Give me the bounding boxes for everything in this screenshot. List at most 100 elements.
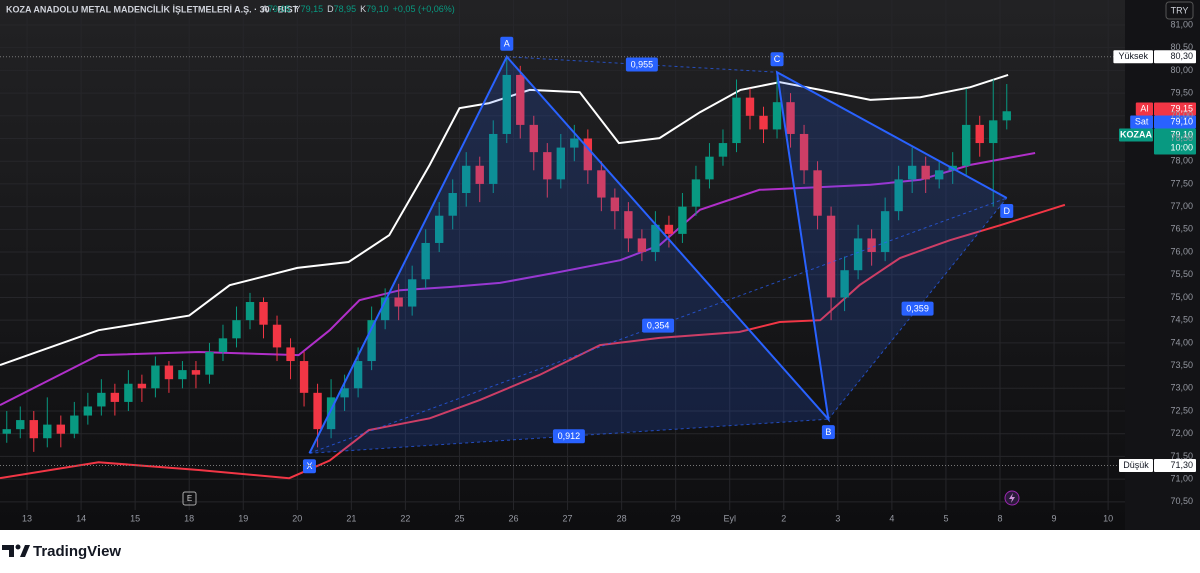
price-tag-name-box	[1113, 50, 1153, 64]
quote-key: K	[360, 4, 366, 14]
candle-body	[394, 297, 403, 307]
x-tick-label: 28	[617, 513, 627, 523]
candle-body	[164, 365, 174, 380]
brand-logo: TradingView	[2, 543, 121, 560]
pattern-fill	[309, 56, 829, 454]
x-tick-label: 20	[292, 513, 302, 523]
x-tick-label: 14	[76, 513, 86, 523]
ratio-label: 0,912	[558, 431, 581, 441]
pattern-ratio-line	[827, 197, 1008, 420]
candle-body	[326, 397, 336, 430]
pattern-point-label: A	[504, 39, 510, 49]
candle-body	[921, 165, 930, 180]
candle-body	[286, 347, 295, 362]
candle-body	[205, 351, 214, 375]
candle-body	[367, 320, 376, 362]
y-tick-label: 78,00	[1170, 156, 1193, 166]
candle-body	[962, 124, 971, 166]
pattern-point-label: B	[825, 427, 831, 437]
candle-body	[435, 215, 444, 243]
y-tick-label: 74,00	[1170, 337, 1193, 347]
pattern-legs	[308, 54, 1008, 454]
candle-body	[732, 97, 741, 144]
candle-body	[597, 170, 606, 198]
candle-body	[178, 370, 187, 380]
quote-key: D	[327, 4, 334, 14]
x-tick-label: 13	[22, 513, 32, 523]
ratio-box	[625, 57, 658, 72]
indicator-line	[0, 203, 1066, 480]
ratio-label: 0,955	[631, 59, 654, 69]
x-tick-label: 25	[454, 513, 464, 523]
candle-body	[529, 124, 538, 153]
y-tick-label: 72,00	[1170, 428, 1193, 438]
candle-body	[610, 197, 620, 212]
candle-body	[462, 165, 471, 194]
x-tick-label: Eyl	[723, 513, 736, 523]
candle-body	[853, 238, 863, 271]
candle-body	[16, 420, 25, 430]
price-tag-value-box	[1154, 458, 1196, 472]
candle-body	[826, 215, 836, 298]
candle-body	[935, 170, 944, 180]
candle-body	[29, 420, 38, 439]
y-tick-label: 72,50	[1170, 405, 1193, 415]
logo-mark-2	[20, 545, 30, 557]
candle-body	[637, 238, 647, 253]
candle-body	[43, 424, 52, 439]
y-tick-label: 80,00	[1170, 65, 1193, 75]
currency: TRY	[1171, 5, 1189, 15]
price-tag-value-box	[1154, 115, 1196, 129]
price-tag-time: 10:00	[1170, 142, 1193, 152]
x-tick-label: 10	[1103, 513, 1113, 523]
candle-body	[570, 138, 579, 148]
quote-change: +0,05 (+0,06%)	[393, 4, 455, 14]
candle-body	[299, 361, 309, 393]
x-tick-label: 21	[346, 513, 356, 523]
candle-body	[232, 320, 241, 339]
candle-body	[894, 179, 903, 212]
quote-value: 79,15	[301, 4, 324, 14]
x-tick-label: 3	[835, 513, 840, 523]
candle-body	[124, 383, 133, 402]
candle-body	[664, 224, 674, 234]
candle-body	[353, 361, 363, 389]
y-tick-label: 77,50	[1170, 178, 1193, 188]
candle-body	[475, 165, 484, 184]
y-tick-label: 77,00	[1170, 201, 1193, 211]
pattern-point	[770, 52, 784, 67]
candle-body	[70, 415, 79, 434]
quote-value: 78,95	[334, 4, 357, 14]
price-tag-name: Sat	[1135, 116, 1149, 126]
lightning-icon	[1009, 493, 1015, 503]
price-tag-name-box	[1119, 458, 1153, 472]
ratio-box	[642, 318, 675, 333]
price-tag-value-box	[1154, 50, 1196, 64]
candle-body	[502, 74, 511, 134]
ratio-box	[901, 301, 934, 316]
candle-body	[772, 102, 782, 130]
y-tick-label: 70,50	[1170, 496, 1193, 506]
price-tag-value: 79,10	[1170, 116, 1193, 126]
candle-body	[516, 74, 525, 125]
pattern-point	[1000, 204, 1014, 219]
candle-body	[989, 120, 998, 144]
x-tick-label: 8	[997, 513, 1002, 523]
price-tag-value-box	[1154, 128, 1196, 155]
candle-body	[624, 211, 633, 239]
candle-body	[245, 302, 255, 321]
earnings-marker-box[interactable]	[182, 491, 197, 506]
x-tick-label: 22	[400, 513, 410, 523]
brand: TradingView	[33, 543, 121, 560]
quote-key: A	[262, 4, 268, 14]
candle-body	[489, 133, 498, 184]
currency-box[interactable]	[1165, 1, 1194, 20]
ratio-label: 0,354	[647, 320, 670, 330]
price-tag-name: Düşük	[1123, 460, 1149, 470]
candle-body	[97, 392, 106, 407]
pattern-point	[302, 459, 316, 474]
ratio-label: 0,359	[906, 303, 929, 313]
candle-body	[759, 115, 768, 130]
candle-body	[1002, 111, 1011, 121]
candle-body	[583, 138, 593, 171]
